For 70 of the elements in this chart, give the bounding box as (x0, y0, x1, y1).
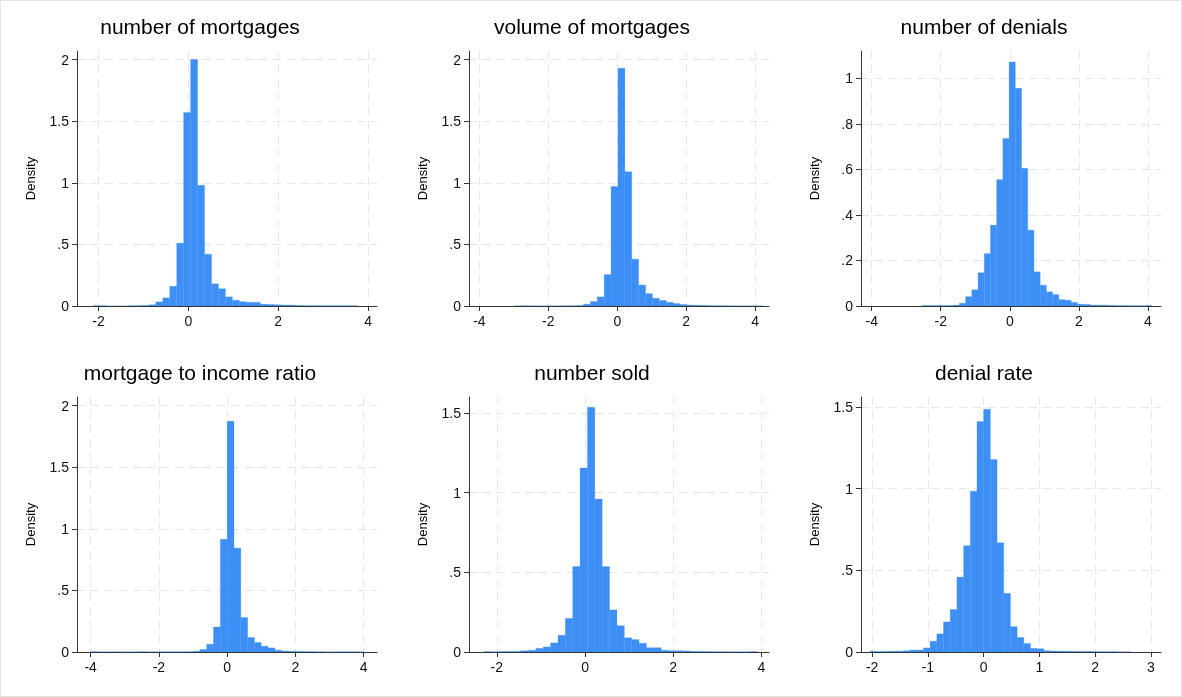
x-tick-label: -2 (152, 659, 166, 675)
x-tick-label: 2 (669, 659, 678, 675)
x-tick-label: -2 (865, 659, 879, 675)
y-axis-title: Density (807, 156, 822, 201)
x-tick-label: 2 (291, 659, 300, 675)
y-tick-label: 2 (61, 51, 70, 68)
y-tick-label: 0 (61, 644, 70, 660)
y-tick-label: 1 (845, 480, 854, 497)
x-tick-label: 4 (364, 313, 373, 329)
chart-title: number of denials (900, 15, 1068, 38)
x-tick-label: -2 (542, 313, 555, 329)
x-tick-label: -2 (490, 659, 504, 675)
x-tick-label: -4 (84, 659, 98, 675)
x-tick-label: -4 (473, 313, 486, 329)
x-tick-label: 0 (223, 659, 232, 675)
x-tick-label: 2 (1091, 659, 1100, 675)
y-tick-label: 0 (845, 644, 854, 660)
x-tick-label: 0 (979, 659, 988, 675)
x-tick-label: 0 (613, 313, 622, 329)
x-tick-label: 0 (184, 313, 193, 329)
y-tick-label: 0 (61, 298, 70, 314)
y-tick-label: .8 (841, 115, 854, 132)
y-tick-label: 2 (61, 397, 70, 414)
y-axis-title: Density (23, 156, 38, 201)
chart-title: mortgage to income ratio (83, 361, 317, 384)
y-tick-label: .4 (841, 206, 854, 223)
y-tick-label: 1 (61, 520, 70, 537)
y-tick-label: 1 (453, 174, 462, 191)
x-tick-label: 2 (1074, 313, 1083, 329)
x-tick-label: 0 (581, 659, 590, 675)
chart-title: number of mortgages (100, 15, 300, 38)
chart-title: denial rate (934, 361, 1034, 384)
y-axis-title: Density (415, 156, 430, 201)
y-tick-label: .5 (449, 236, 462, 253)
y-tick-label: 1 (453, 484, 462, 501)
y-tick-label: .5 (57, 236, 70, 253)
y-tick-label: .2 (841, 252, 854, 269)
y-tick-label: 1.5 (441, 113, 462, 130)
x-tick-label: 4 (751, 313, 760, 329)
y-tick-label: 1.5 (49, 459, 70, 476)
y-tick-label: .5 (841, 562, 854, 579)
x-tick-label: 0 (1005, 313, 1014, 329)
x-tick-label: 4 (757, 659, 766, 675)
x-tick-label: 1 (1035, 659, 1044, 675)
x-tick-label: 4 (1143, 313, 1152, 329)
chart-title: number sold (534, 361, 650, 384)
y-tick-label: 1.5 (49, 113, 70, 130)
x-tick-label: -1 (921, 659, 935, 675)
y-tick-label: 1 (61, 174, 70, 191)
x-tick-label: -4 (865, 313, 879, 329)
y-tick-label: .5 (449, 564, 462, 581)
y-tick-label: .5 (57, 582, 70, 599)
y-tick-label: 0 (453, 298, 462, 314)
y-tick-label: 1 (845, 70, 854, 87)
y-tick-label: 2 (453, 51, 462, 68)
x-tick-label: -2 (934, 313, 948, 329)
y-tick-label: 0 (453, 644, 462, 660)
y-tick-label: 1.5 (441, 404, 462, 421)
y-axis-title: Density (807, 502, 822, 547)
x-tick-label: 2 (682, 313, 691, 329)
x-tick-label: 4 (359, 659, 368, 675)
y-tick-label: 1.5 (833, 398, 854, 415)
x-tick-label: 2 (274, 313, 283, 329)
y-axis-title: Density (415, 502, 430, 547)
y-axis-title: Density (23, 502, 38, 547)
y-tick-label: 0 (845, 298, 854, 314)
chart-title: volume of mortgages (493, 15, 691, 38)
y-tick-label: .6 (841, 161, 854, 178)
x-tick-label: 3 (1147, 659, 1156, 675)
x-tick-label: -2 (92, 313, 105, 329)
